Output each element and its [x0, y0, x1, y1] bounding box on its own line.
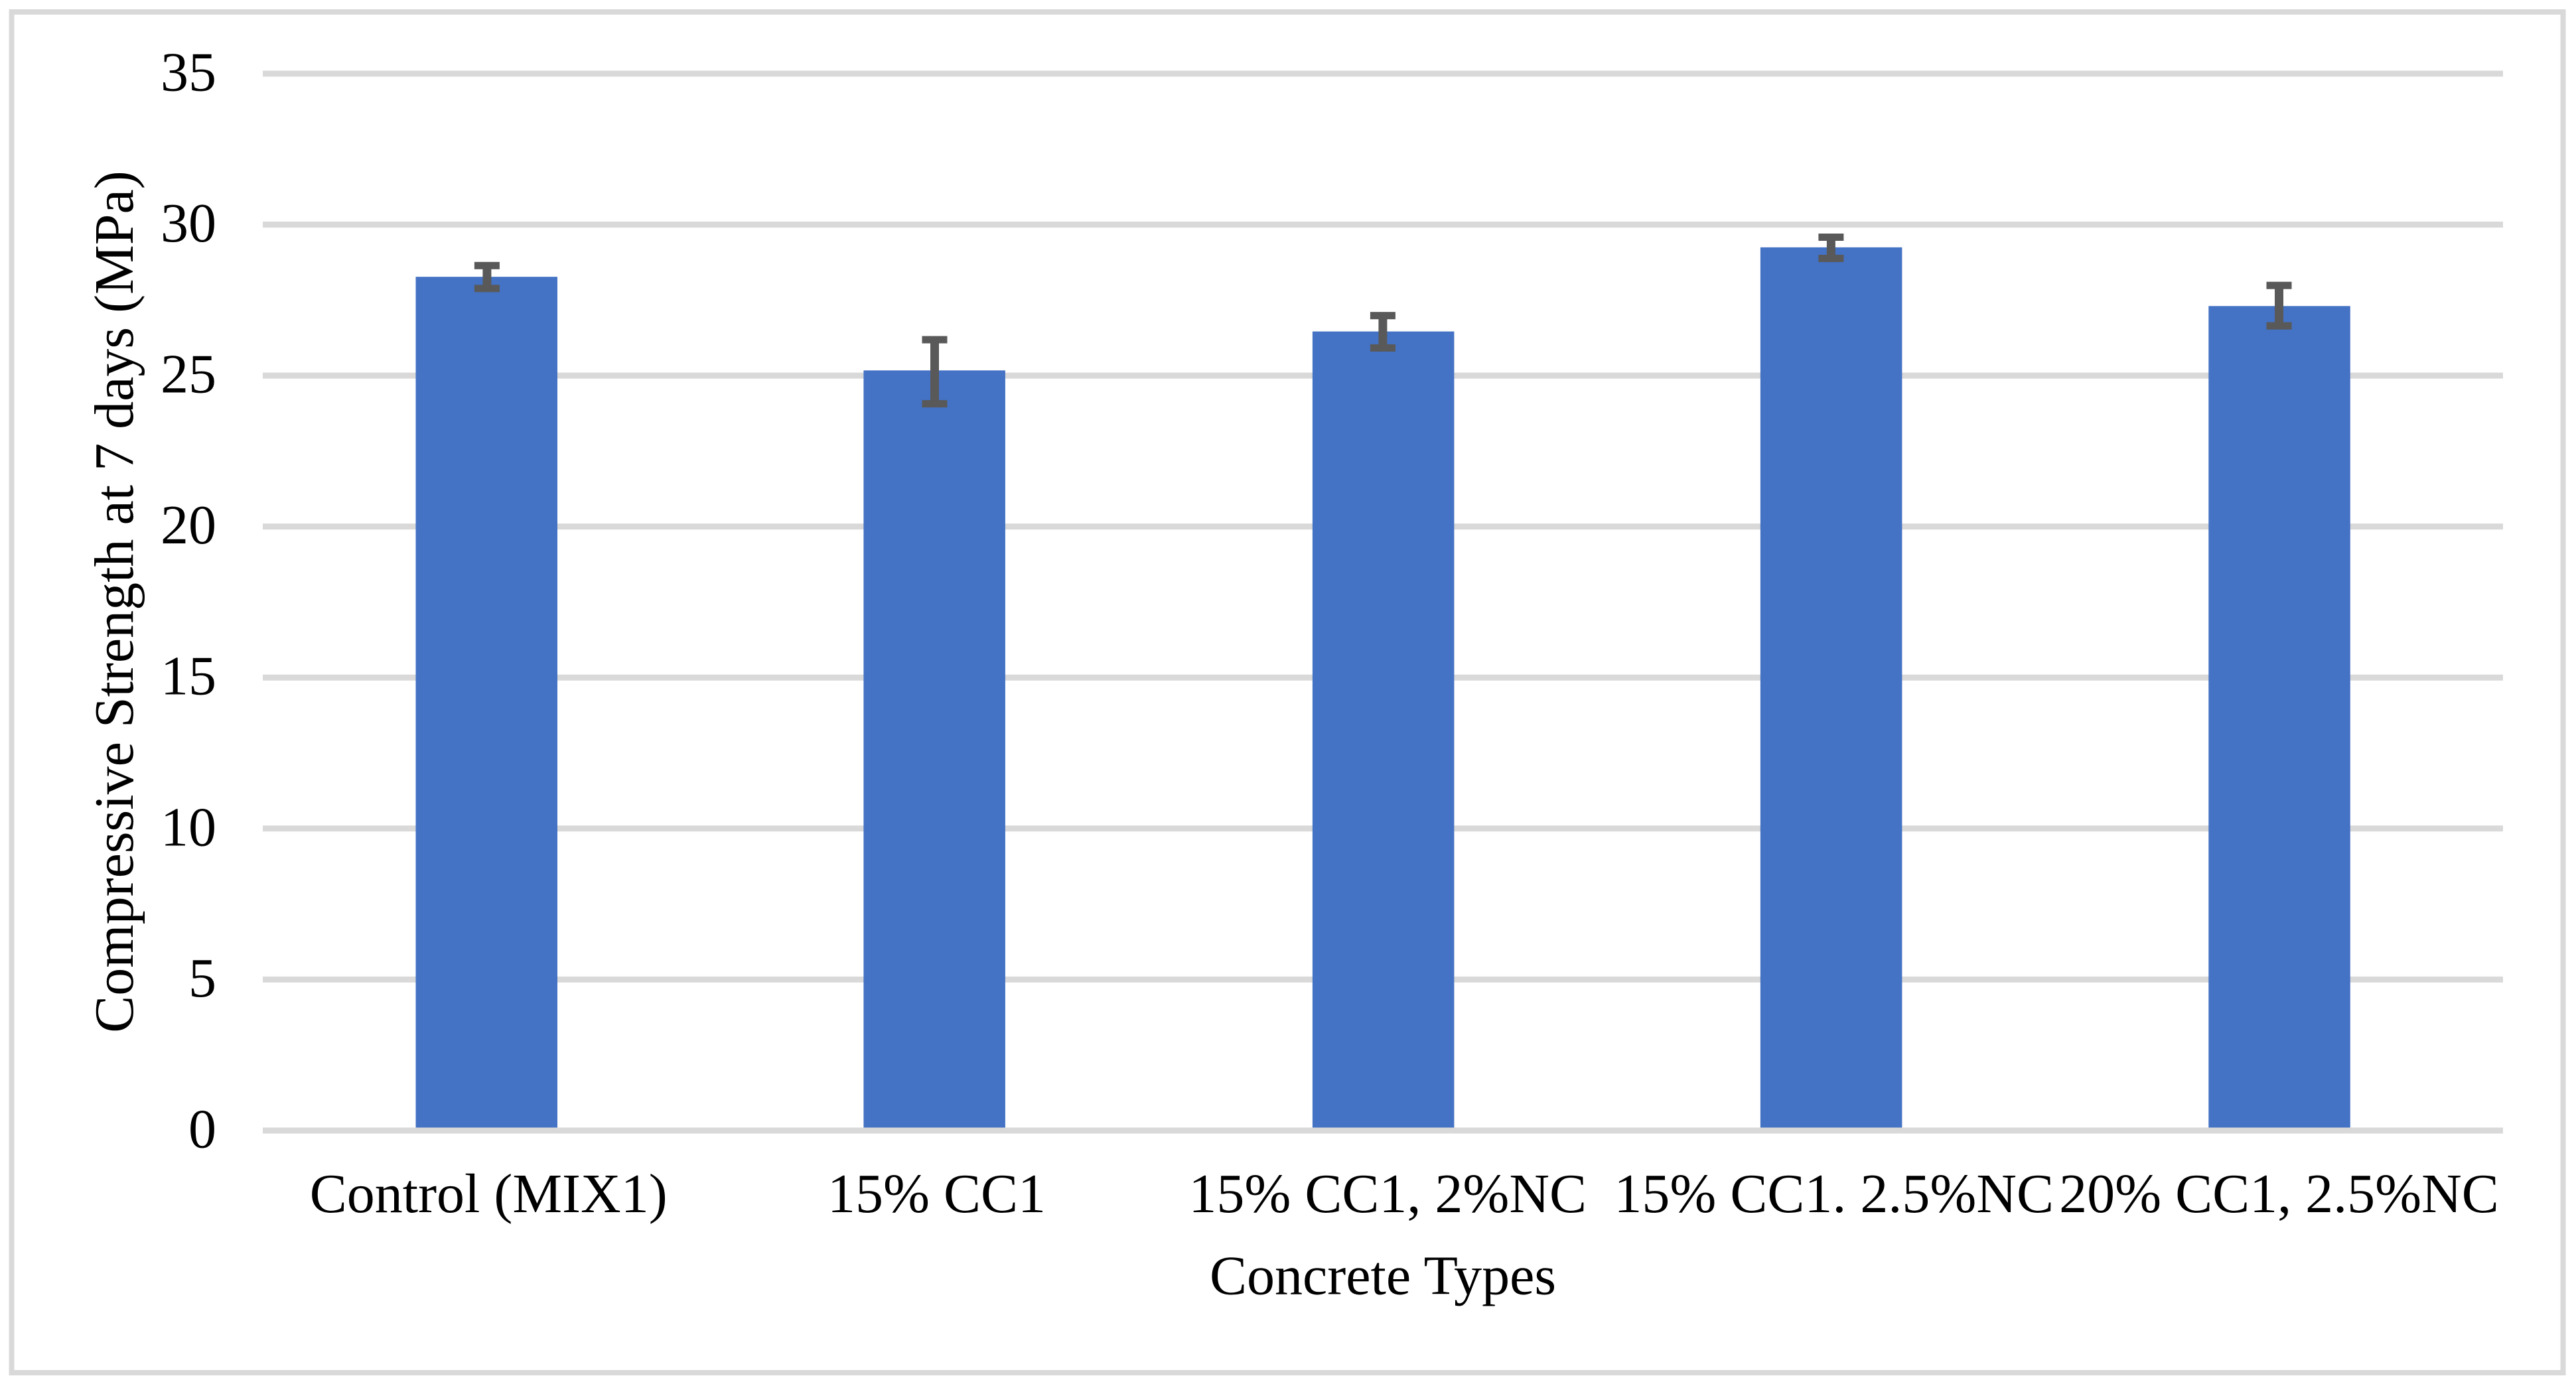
- svg-text:30: 30: [161, 192, 216, 254]
- svg-text:20: 20: [161, 494, 216, 556]
- svg-text:15% CC1, 2%NC: 15% CC1, 2%NC: [1188, 1163, 1587, 1225]
- svg-text:15: 15: [161, 646, 216, 707]
- svg-text:Control (MIX1): Control (MIX1): [310, 1163, 668, 1225]
- svg-text:15% CC1. 2.5%NC: 15% CC1. 2.5%NC: [1614, 1163, 2054, 1225]
- svg-text:35: 35: [161, 42, 216, 104]
- svg-text:20% CC1, 2.5%NC: 20% CC1, 2.5%NC: [2059, 1163, 2499, 1225]
- svg-text:25: 25: [161, 344, 216, 405]
- svg-text:10: 10: [161, 796, 216, 858]
- svg-text:0: 0: [188, 1099, 216, 1160]
- svg-text:15% CC1: 15% CC1: [827, 1163, 1046, 1225]
- svg-text:Compressive Strength at 7 days: Compressive Strength at 7 days (MPa): [84, 171, 145, 1033]
- svg-text:Concrete Types: Concrete Types: [1210, 1245, 1556, 1307]
- svg-text:5: 5: [188, 947, 216, 1009]
